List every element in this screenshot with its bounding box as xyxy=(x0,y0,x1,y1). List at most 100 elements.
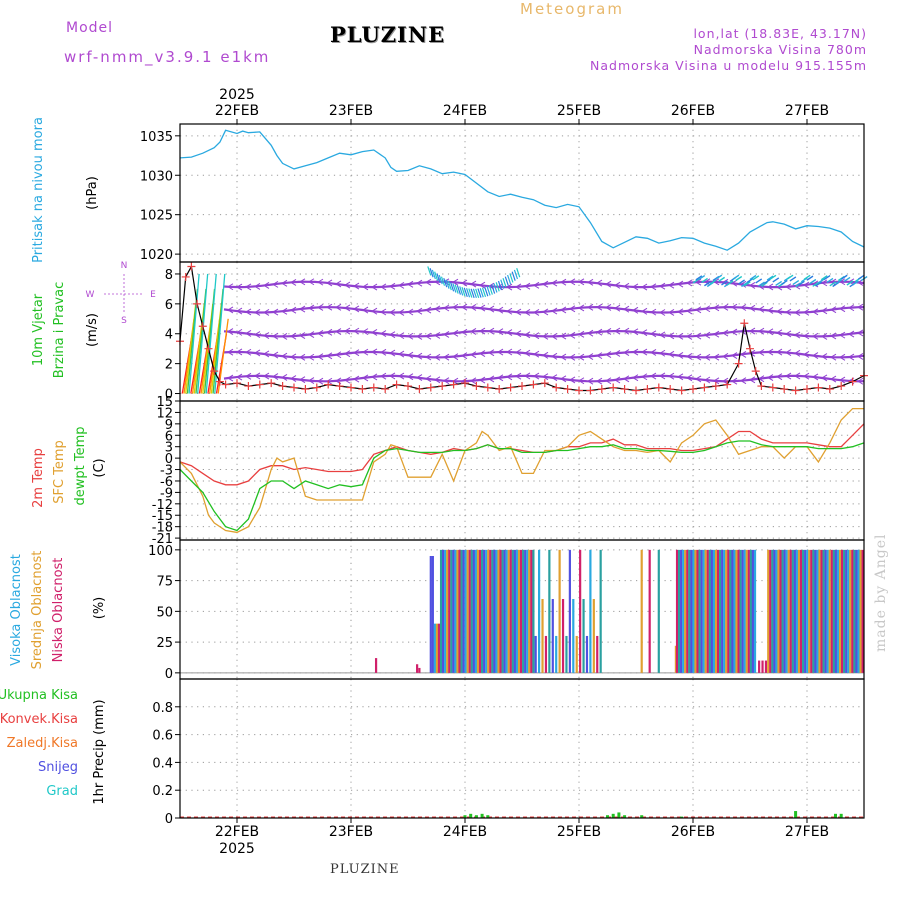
model-elevation-label: Nadmorska Visina u modelu 915.155m xyxy=(590,58,867,73)
wind-arrow xyxy=(281,333,288,340)
wind-arrow xyxy=(740,304,747,311)
precip-unit: 1hr Precip (mm) xyxy=(92,699,107,804)
model-run: wrf-nmm_v3.9.1 e1km xyxy=(64,48,271,66)
wind-arrow-jet xyxy=(504,276,509,286)
wind-arrow-jet xyxy=(443,277,448,288)
precip-tick-label: 0 xyxy=(165,812,173,827)
wind-arrow xyxy=(686,307,693,315)
wind-arrow xyxy=(641,283,648,291)
wind-arrow xyxy=(785,349,792,356)
wind-arrow xyxy=(362,306,369,314)
temp-sfc-line xyxy=(179,407,864,534)
wind-speed-marker xyxy=(751,367,760,376)
wind-arrow xyxy=(695,306,702,314)
wind-speed-marker xyxy=(255,380,264,389)
conv-precip-legend: Konvek.Kisa xyxy=(0,712,78,727)
temp-2m-label: 2m Temp xyxy=(31,448,46,508)
wind-arrow xyxy=(623,375,630,383)
wind-arrow xyxy=(254,282,261,290)
wind-arrow xyxy=(254,372,261,380)
wind-arrow xyxy=(281,374,288,381)
wind-arrow xyxy=(326,303,333,311)
wind-unit: (m/s) xyxy=(85,313,100,347)
wind-arrow xyxy=(407,373,414,381)
precip-bar xyxy=(623,815,627,818)
wind-arrow xyxy=(857,352,864,360)
x-tick-label-top: 22FEB xyxy=(215,103,259,119)
wind-arrow xyxy=(650,330,657,338)
wind-speed-marker xyxy=(301,385,310,394)
wind-speed-marker xyxy=(552,383,561,392)
wind-arrow-high xyxy=(820,275,828,281)
wind-arrow xyxy=(308,331,315,338)
wind-arrow xyxy=(839,353,846,361)
wind-arrow xyxy=(641,329,648,337)
wind-speed-marker xyxy=(586,386,595,395)
wind-arrow xyxy=(668,332,675,340)
wind-arrow xyxy=(389,349,396,357)
precip-tick-label: 0.4 xyxy=(152,756,173,771)
wind-arrow xyxy=(632,348,639,356)
precip-bar xyxy=(617,812,621,818)
x-tick-label-top: 24FEB xyxy=(443,103,487,119)
wind-arrow-high xyxy=(718,276,726,282)
wind-arrow xyxy=(596,377,603,385)
wind-tick-label: 4 xyxy=(165,328,173,343)
wind-arrow xyxy=(299,278,306,286)
wind-arrow-early xyxy=(197,273,209,394)
wind-arrow xyxy=(785,283,792,291)
temp-tick-label: 15 xyxy=(156,395,173,410)
wind-arrow-early xyxy=(214,273,226,394)
wind-arrow xyxy=(821,279,828,287)
wind-arrow-jet xyxy=(461,286,466,297)
wind-arrow-early xyxy=(212,288,224,394)
wind-arrow xyxy=(443,304,450,312)
wind-arrow xyxy=(650,349,657,356)
wind-arrow xyxy=(470,377,477,385)
wind-arrow-jet xyxy=(491,284,496,294)
wind-arrow xyxy=(488,349,495,357)
wind-arrow xyxy=(677,332,684,340)
wind-arrow-jet xyxy=(497,280,503,291)
wind-arrow xyxy=(839,305,846,313)
wind-speed-marker xyxy=(483,383,492,392)
wind-arrow xyxy=(245,330,252,337)
precip-bar xyxy=(469,813,473,818)
direction-cross xyxy=(104,274,144,314)
wind-speed-marker xyxy=(620,385,629,394)
wind-arrow xyxy=(704,353,711,361)
wind-arrow xyxy=(704,305,711,313)
wind-arrow xyxy=(551,279,558,287)
wind-arrow xyxy=(686,352,693,360)
wind-arrow-high xyxy=(761,281,768,287)
wind-arrow-high xyxy=(758,281,765,287)
wind-speed-marker xyxy=(472,382,481,391)
wind-arrow xyxy=(686,332,693,340)
wind-arrow xyxy=(533,309,540,316)
cloud-tick-label: 75 xyxy=(156,575,173,590)
wind-arrow xyxy=(470,328,477,335)
wind-speed-marker xyxy=(803,385,811,394)
wind-arrow xyxy=(371,348,378,356)
cloud-tick-label: 50 xyxy=(156,605,173,620)
wind-speed-marker xyxy=(814,383,823,392)
cloud-tick-label: 25 xyxy=(156,636,173,651)
wind-speed-marker xyxy=(210,367,219,376)
wind-arrow xyxy=(848,304,855,312)
wind-arrow xyxy=(587,329,594,337)
wind-speed-marker xyxy=(848,377,857,386)
wind-speed-marker xyxy=(404,382,412,391)
wind-arrow xyxy=(722,353,729,360)
wind-arrow xyxy=(263,282,270,289)
wind-arrow xyxy=(686,374,693,382)
wind-speed-marker xyxy=(711,382,720,391)
wind-arrow xyxy=(317,329,324,337)
wind-arrow-early xyxy=(188,273,200,394)
wind-arrow-high xyxy=(769,274,777,280)
wind-arrow xyxy=(821,332,828,340)
wind-arrow-jet xyxy=(477,288,482,298)
wind-arrow xyxy=(335,303,342,311)
wind-arrow-high xyxy=(738,279,745,285)
wind-arrow xyxy=(749,327,756,335)
wind-arrow xyxy=(677,308,684,316)
